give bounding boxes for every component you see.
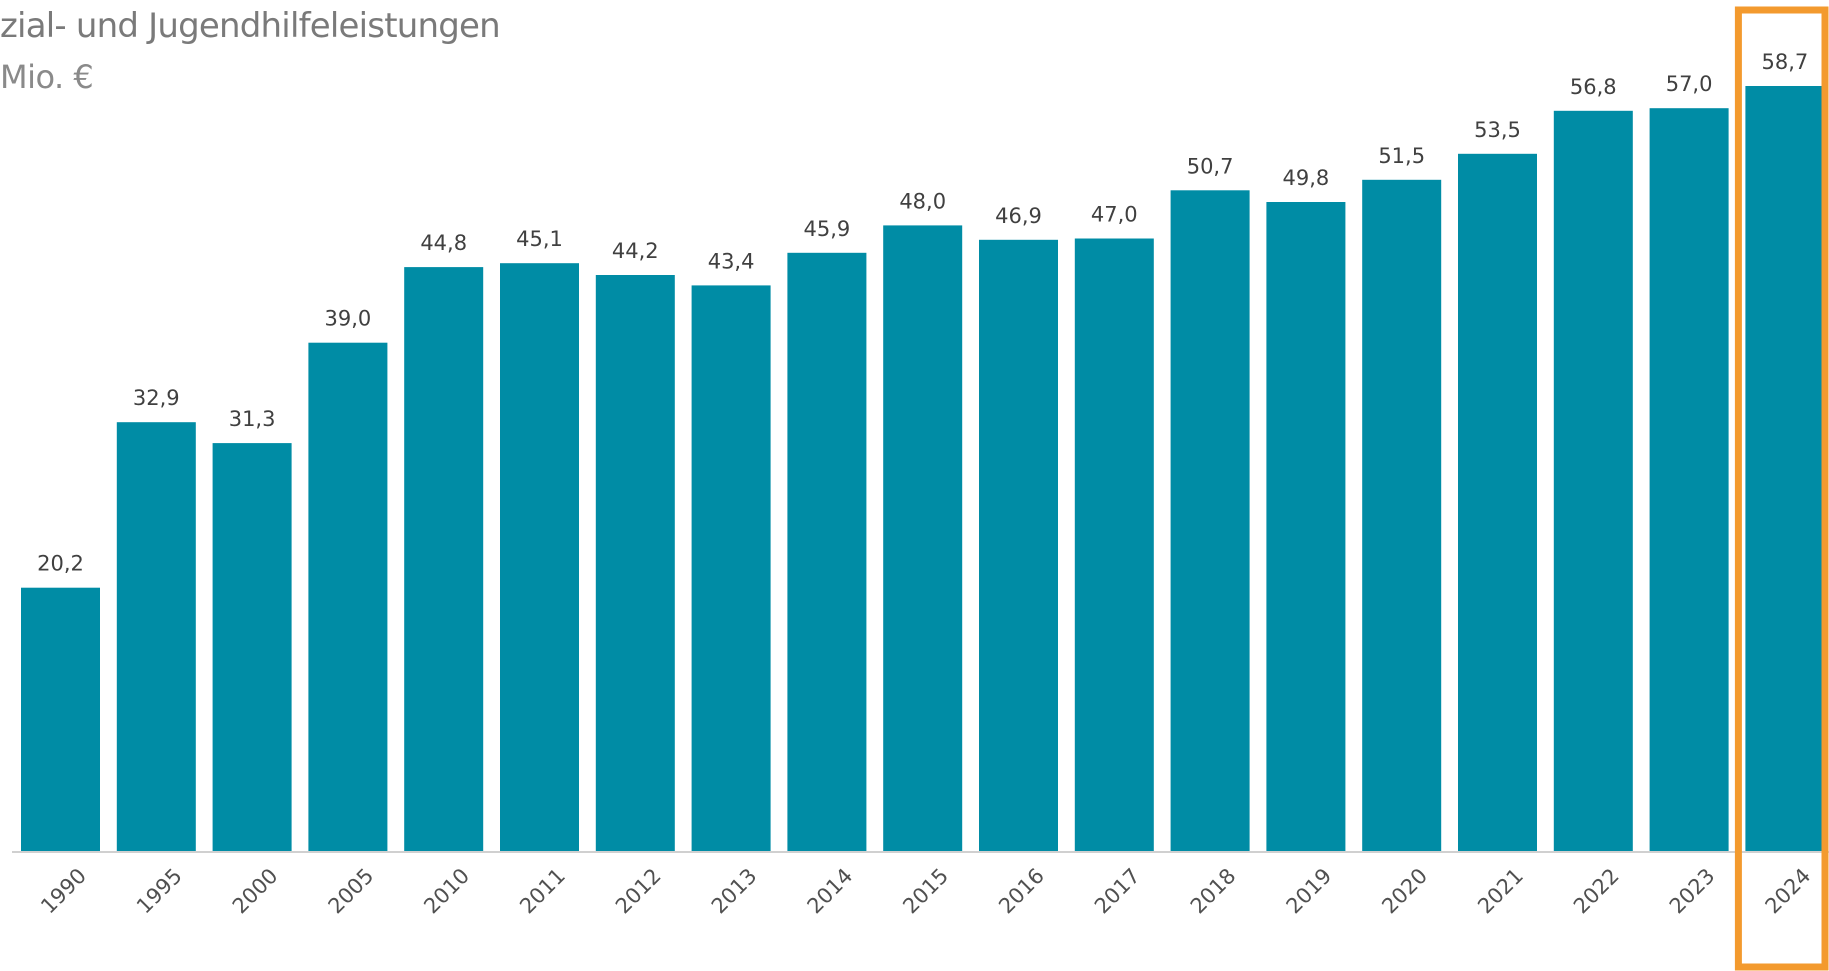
bar-2020 — [1362, 179, 1442, 852]
x-tick-label-2020: 2020 — [1377, 864, 1432, 919]
bar-2016 — [979, 239, 1058, 852]
bars-group — [21, 86, 1825, 852]
value-label-2011: 45,1 — [516, 227, 563, 251]
value-label-1995: 32,9 — [133, 386, 180, 410]
bar-2013 — [691, 285, 771, 851]
highlight-frame-2024 — [1734, 6, 1829, 971]
value-label-2018: 50,7 — [1187, 154, 1234, 178]
x-tick-label-2015: 2015 — [898, 864, 953, 919]
value-label-2010: 44,8 — [420, 231, 467, 255]
x-tick-label-2019: 2019 — [1282, 864, 1337, 919]
value-label-2014: 45,9 — [804, 217, 851, 241]
value-label-2023: 57,0 — [1666, 72, 1713, 96]
bar-2011 — [500, 263, 579, 851]
bar-2014 — [787, 252, 867, 852]
x-tick-label-2023: 2023 — [1665, 864, 1720, 919]
value-labels-group: 20,2 32,9 31,3 39,0 44,8 45,1 44,2 43,4 45,9 48,0… — [37, 50, 1808, 576]
x-tick-labels-group: 1990 1995 2000 2005 2010 2011 2012 2013 2014 2015… — [36, 864, 1815, 919]
chart-title: zial- und Jugendhilfeleistungen — [0, 6, 501, 46]
value-label-2022: 56,8 — [1570, 75, 1617, 99]
x-tick-label-2016: 2016 — [994, 864, 1049, 919]
bar-2022 — [1553, 110, 1633, 852]
x-tick-label-2010: 2010 — [419, 864, 474, 919]
bar-2012 — [595, 275, 675, 851]
value-label-2000: 31,3 — [229, 407, 276, 431]
x-tick-label-1990: 1990 — [36, 864, 91, 919]
chart-subtitle: Mio. € — [0, 58, 94, 96]
value-label-2015: 48,0 — [899, 189, 946, 213]
x-tick-label-2000: 2000 — [228, 864, 283, 919]
bar-2021 — [1458, 153, 1537, 852]
x-tick-label-2018: 2018 — [1186, 864, 1241, 919]
bar-2023 — [1649, 108, 1729, 851]
value-label-1990: 20,2 — [37, 552, 84, 576]
bar-2000 — [212, 443, 292, 851]
value-label-2019: 49,8 — [1283, 166, 1330, 190]
value-label-2005: 39,0 — [325, 307, 372, 331]
bar-1995 — [116, 422, 196, 851]
value-label-2024: 58,7 — [1762, 50, 1809, 74]
x-tick-label-2024: 2024 — [1761, 864, 1816, 919]
x-tick-label-1995: 1995 — [132, 864, 187, 919]
bar-2018 — [1170, 190, 1250, 852]
x-tick-label-2012: 2012 — [611, 864, 666, 919]
bar-1990 — [21, 587, 100, 851]
x-tick-label-2011: 2011 — [515, 864, 570, 919]
x-tick-label-2013: 2013 — [707, 864, 762, 919]
x-tick-label-2005: 2005 — [324, 864, 379, 919]
value-label-2013: 43,4 — [708, 249, 755, 273]
value-label-2021: 53,5 — [1474, 118, 1521, 142]
bar-2024 — [1745, 86, 1825, 851]
x-tick-label-2014: 2014 — [803, 864, 858, 919]
value-label-2017: 47,0 — [1091, 203, 1138, 227]
x-tick-label-2021: 2021 — [1473, 864, 1528, 919]
bar-2015 — [883, 225, 963, 851]
x-tick-label-2017: 2017 — [1090, 864, 1145, 919]
bar-2010 — [404, 267, 484, 852]
value-label-2012: 44,2 — [612, 239, 659, 263]
x-tick-label-2022: 2022 — [1569, 864, 1624, 919]
bar-2005 — [308, 342, 388, 851]
bar-2019 — [1266, 202, 1346, 851]
bar-2017 — [1074, 238, 1154, 851]
value-label-2020: 51,5 — [1378, 144, 1425, 168]
value-label-2016: 46,9 — [995, 204, 1042, 228]
